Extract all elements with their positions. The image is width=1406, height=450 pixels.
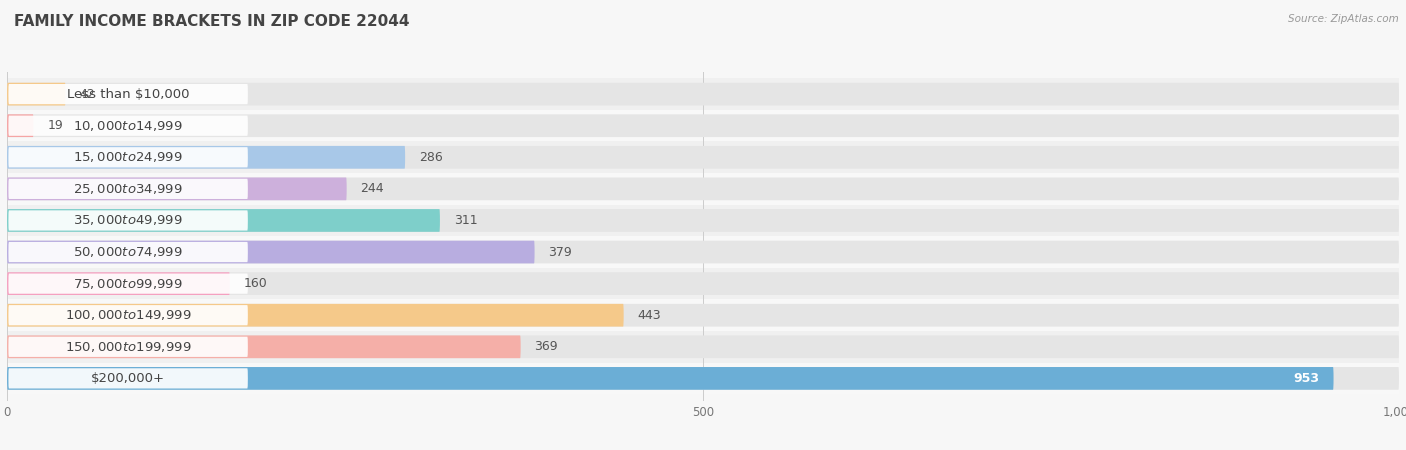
FancyBboxPatch shape xyxy=(7,367,1399,390)
Bar xyxy=(7,268,1399,299)
FancyBboxPatch shape xyxy=(7,209,1399,232)
Text: 244: 244 xyxy=(360,182,384,195)
Text: 19: 19 xyxy=(48,119,63,132)
Text: $50,000 to $74,999: $50,000 to $74,999 xyxy=(73,245,183,259)
Text: Less than $10,000: Less than $10,000 xyxy=(67,88,190,101)
Bar xyxy=(7,110,1399,141)
FancyBboxPatch shape xyxy=(7,241,1399,263)
FancyBboxPatch shape xyxy=(7,114,1399,137)
Text: $150,000 to $199,999: $150,000 to $199,999 xyxy=(65,340,191,354)
Text: 369: 369 xyxy=(534,340,558,353)
Bar xyxy=(7,363,1399,394)
Text: $35,000 to $49,999: $35,000 to $49,999 xyxy=(73,213,183,227)
Bar xyxy=(7,236,1399,268)
FancyBboxPatch shape xyxy=(8,84,247,104)
Text: 311: 311 xyxy=(454,214,478,227)
FancyBboxPatch shape xyxy=(7,146,1399,169)
FancyBboxPatch shape xyxy=(7,241,534,263)
FancyBboxPatch shape xyxy=(8,368,247,388)
Text: 42: 42 xyxy=(79,88,96,101)
Text: $200,000+: $200,000+ xyxy=(91,372,165,385)
FancyBboxPatch shape xyxy=(7,146,405,169)
FancyBboxPatch shape xyxy=(7,177,347,200)
Text: $75,000 to $99,999: $75,000 to $99,999 xyxy=(73,277,183,291)
FancyBboxPatch shape xyxy=(7,272,229,295)
FancyBboxPatch shape xyxy=(7,272,1399,295)
Text: FAMILY INCOME BRACKETS IN ZIP CODE 22044: FAMILY INCOME BRACKETS IN ZIP CODE 22044 xyxy=(14,14,409,28)
FancyBboxPatch shape xyxy=(7,177,1399,200)
FancyBboxPatch shape xyxy=(7,83,66,105)
FancyBboxPatch shape xyxy=(8,305,247,325)
FancyBboxPatch shape xyxy=(8,147,247,167)
Bar xyxy=(7,141,1399,173)
Bar xyxy=(7,205,1399,236)
FancyBboxPatch shape xyxy=(7,114,34,137)
Text: Source: ZipAtlas.com: Source: ZipAtlas.com xyxy=(1288,14,1399,23)
FancyBboxPatch shape xyxy=(8,116,247,136)
Text: 443: 443 xyxy=(637,309,661,322)
Text: $100,000 to $149,999: $100,000 to $149,999 xyxy=(65,308,191,322)
Text: 160: 160 xyxy=(243,277,267,290)
FancyBboxPatch shape xyxy=(7,304,1399,327)
FancyBboxPatch shape xyxy=(7,209,440,232)
FancyBboxPatch shape xyxy=(7,335,1399,358)
Text: $15,000 to $24,999: $15,000 to $24,999 xyxy=(73,150,183,164)
FancyBboxPatch shape xyxy=(8,337,247,357)
Bar xyxy=(7,331,1399,363)
FancyBboxPatch shape xyxy=(7,83,1399,105)
Text: $10,000 to $14,999: $10,000 to $14,999 xyxy=(73,119,183,133)
FancyBboxPatch shape xyxy=(7,335,520,358)
Text: 379: 379 xyxy=(548,246,572,259)
Bar xyxy=(7,173,1399,205)
FancyBboxPatch shape xyxy=(8,210,247,230)
FancyBboxPatch shape xyxy=(8,179,247,199)
FancyBboxPatch shape xyxy=(7,304,624,327)
Bar xyxy=(7,299,1399,331)
Bar xyxy=(7,78,1399,110)
Text: 286: 286 xyxy=(419,151,443,164)
FancyBboxPatch shape xyxy=(7,367,1333,390)
Text: 953: 953 xyxy=(1294,372,1320,385)
FancyBboxPatch shape xyxy=(8,242,247,262)
FancyBboxPatch shape xyxy=(8,274,247,294)
Text: $25,000 to $34,999: $25,000 to $34,999 xyxy=(73,182,183,196)
